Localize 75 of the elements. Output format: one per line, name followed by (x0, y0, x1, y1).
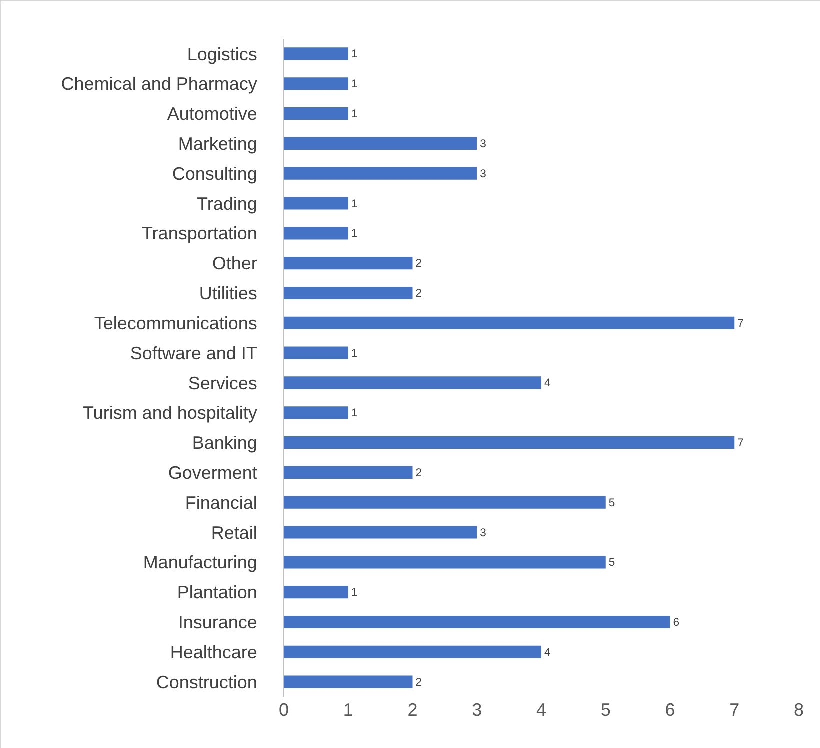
y-tick-label: Services (188, 373, 258, 394)
data-label: 1 (351, 48, 358, 61)
y-tick-label: Transportation (142, 224, 258, 244)
data-label: 2 (416, 258, 422, 270)
data-label: 3 (480, 138, 486, 150)
data-label: 7 (738, 318, 744, 330)
data-label: 7 (738, 438, 744, 450)
x-tick-label: 3 (472, 700, 482, 720)
data-label: 1 (351, 587, 358, 600)
bar (284, 406, 348, 420)
y-tick-label: Other (212, 254, 258, 274)
bar (284, 78, 348, 90)
y-tick-label: Telecommunications (94, 313, 258, 334)
x-tick-label: 8 (794, 700, 804, 720)
data-label: 1 (351, 408, 358, 420)
x-tick-label: 4 (536, 700, 547, 720)
bar (284, 466, 413, 479)
x-tick-label: 2 (408, 700, 418, 720)
data-label: 1 (351, 198, 358, 210)
y-tick-label: Plantation (177, 582, 258, 603)
data-label: 1 (351, 108, 358, 121)
bar (284, 167, 478, 180)
bar (284, 137, 478, 150)
x-tick-label: 6 (665, 700, 676, 720)
y-tick-label: Logistics (187, 44, 258, 64)
data-label: 1 (351, 78, 358, 91)
bar (284, 48, 348, 60)
bar (284, 316, 735, 330)
y-tick-label: Trading (197, 194, 258, 214)
data-label: 3 (480, 527, 486, 540)
data-label: 3 (480, 168, 486, 180)
y-tick-label: Automotive (167, 104, 258, 124)
y-tick-label: Construction (156, 672, 258, 692)
y-tick-label: Goverment (168, 462, 258, 483)
data-label: 4 (544, 378, 551, 390)
y-tick-label: Turism and hospitality (82, 403, 258, 424)
y-tick-label: Retail (211, 522, 258, 543)
bar (284, 526, 478, 539)
bar (284, 586, 348, 599)
data-label: 5 (608, 497, 616, 510)
data-label: 2 (416, 467, 422, 480)
data-label: 2 (416, 288, 422, 300)
y-tick-label: Financial (185, 492, 258, 513)
bar (284, 676, 413, 688)
bar (284, 556, 606, 569)
y-tick-label: Insurance (178, 612, 258, 633)
x-tick-label: 1 (343, 700, 354, 720)
bar (284, 496, 606, 509)
x-tick-label: 0 (278, 700, 290, 720)
y-tick-label: Software and IT (130, 343, 258, 364)
x-tick-label: 7 (730, 700, 740, 720)
data-label: 5 (608, 557, 616, 570)
bar (284, 257, 413, 270)
data-label: 4 (544, 646, 551, 659)
y-tick-label: Consulting (172, 164, 258, 184)
x-tick-label: 5 (600, 700, 611, 720)
bar (284, 197, 348, 210)
y-tick-label: Chemical and Pharmacy (61, 74, 258, 94)
y-tick-label: Banking (192, 433, 258, 454)
data-label: 2 (416, 676, 422, 689)
data-label: 6 (673, 617, 680, 629)
bar (284, 346, 348, 360)
bar (284, 646, 542, 658)
data-label: 1 (351, 348, 358, 360)
y-tick-label: Utilities (199, 284, 258, 304)
bar (284, 107, 348, 120)
bar (284, 616, 670, 629)
bar (284, 376, 542, 390)
y-tick-label: Healthcare (170, 642, 258, 662)
bar (284, 286, 413, 300)
data-label: 1 (351, 228, 358, 240)
y-tick-label: Manufacturing (143, 552, 258, 573)
y-tick-label: Marketing (178, 134, 258, 154)
bar (284, 227, 348, 240)
bar (284, 436, 735, 450)
